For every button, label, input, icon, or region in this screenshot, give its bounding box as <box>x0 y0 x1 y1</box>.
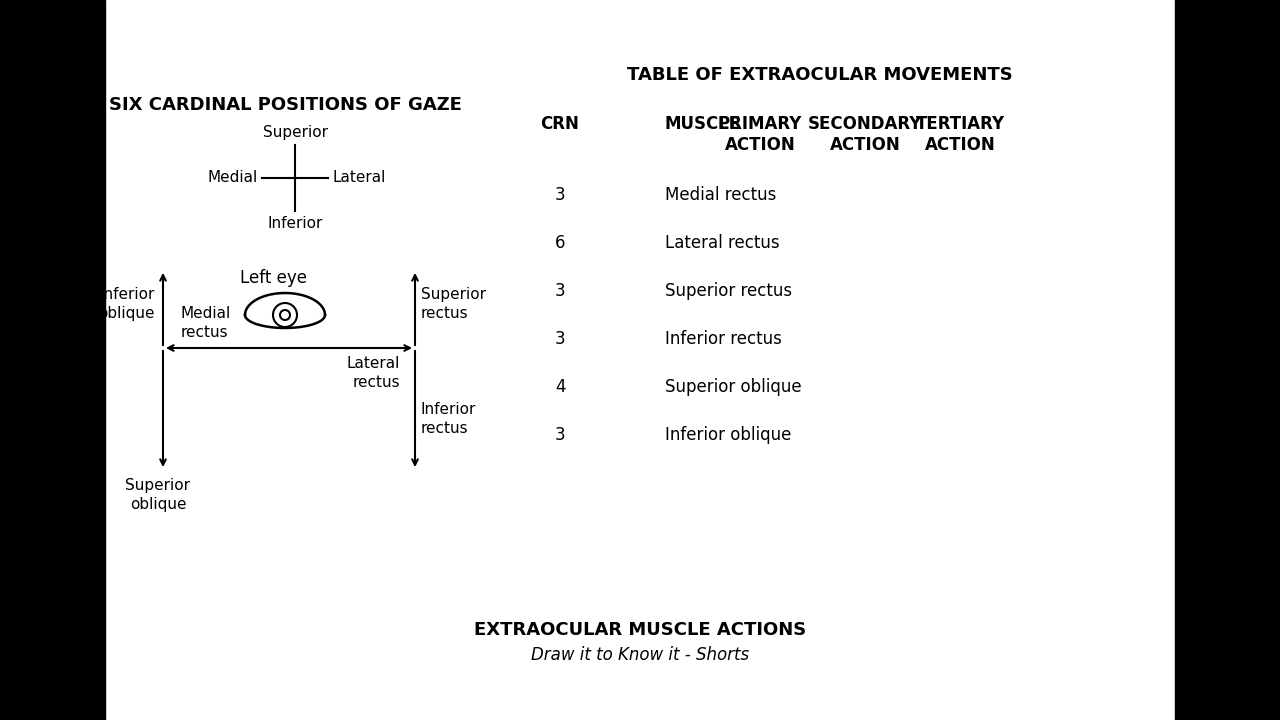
Text: 3: 3 <box>554 426 566 444</box>
Text: Draw it to Know it - Shorts: Draw it to Know it - Shorts <box>531 646 749 664</box>
Text: Inferior
oblique: Inferior oblique <box>99 287 155 321</box>
Text: 3: 3 <box>554 186 566 204</box>
Text: Inferior rectus: Inferior rectus <box>666 330 782 348</box>
Text: Medial
rectus: Medial rectus <box>180 307 232 340</box>
Text: Medial: Medial <box>207 171 259 186</box>
Text: Superior: Superior <box>262 125 328 140</box>
Text: Inferior
rectus: Inferior rectus <box>421 402 476 436</box>
Text: 3: 3 <box>554 282 566 300</box>
Text: 6: 6 <box>554 234 566 252</box>
Text: TERTIARY
ACTION: TERTIARY ACTION <box>915 115 1005 155</box>
Text: MUSCLE: MUSCLE <box>666 115 741 133</box>
Text: TABLE OF EXTRAOCULAR MOVEMENTS: TABLE OF EXTRAOCULAR MOVEMENTS <box>627 66 1012 84</box>
Text: EXTRAOCULAR MUSCLE ACTIONS: EXTRAOCULAR MUSCLE ACTIONS <box>474 621 806 639</box>
Text: Lateral
rectus: Lateral rectus <box>347 356 399 390</box>
Text: Superior
rectus: Superior rectus <box>421 287 486 321</box>
Text: Superior
oblique: Superior oblique <box>125 478 191 512</box>
Text: Superior rectus: Superior rectus <box>666 282 792 300</box>
Text: SECONDARY
ACTION: SECONDARY ACTION <box>808 115 922 155</box>
Text: PRIMARY
ACTION: PRIMARY ACTION <box>718 115 803 155</box>
Text: CRN: CRN <box>540 115 580 133</box>
Bar <box>0 0 105 720</box>
Text: 4: 4 <box>554 378 566 396</box>
Text: Left eye: Left eye <box>239 269 306 287</box>
Text: Superior oblique: Superior oblique <box>666 378 801 396</box>
Text: Lateral rectus: Lateral rectus <box>666 234 780 252</box>
Text: 3: 3 <box>554 330 566 348</box>
Text: Medial rectus: Medial rectus <box>666 186 777 204</box>
Bar <box>1175 0 1280 720</box>
Text: Inferior oblique: Inferior oblique <box>666 426 791 444</box>
Text: SIX CARDINAL POSITIONS OF GAZE: SIX CARDINAL POSITIONS OF GAZE <box>109 96 461 114</box>
Text: Inferior: Inferior <box>268 216 323 231</box>
Text: Lateral: Lateral <box>332 171 385 186</box>
